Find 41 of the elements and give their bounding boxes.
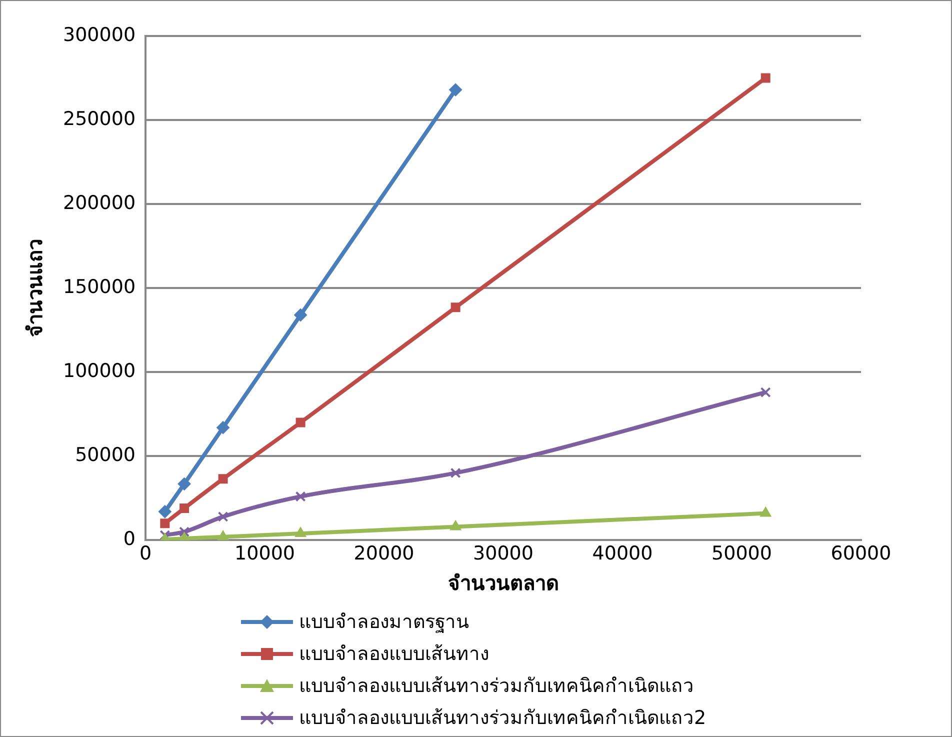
y-tick-label: 300000 — [63, 24, 136, 46]
point — [178, 477, 191, 490]
point — [294, 308, 308, 322]
x-tick-label: 30000 — [473, 542, 534, 565]
point — [218, 511, 228, 522]
point — [216, 421, 230, 434]
legend-label: แบบจำลองแบบเส้นทางร่วมกับเทคนิคกำเนิดแถว — [299, 674, 694, 699]
legend-label: แบบจำลองมาตรฐาน — [299, 610, 469, 635]
y-tick-label: 200000 — [63, 192, 136, 214]
point — [450, 302, 460, 312]
point — [180, 504, 190, 514]
point — [760, 506, 772, 517]
x-axis-title: จำนวนตลาด — [448, 571, 559, 596]
point — [295, 491, 306, 502]
point — [449, 83, 462, 96]
legend-label: แบบจำลองแบบเส้นทาง — [299, 642, 489, 667]
x-tick-label: 40000 — [592, 542, 653, 565]
point — [160, 530, 170, 540]
point — [218, 474, 228, 484]
point — [158, 505, 172, 518]
x-tick-label: 10000 — [234, 542, 295, 565]
y-tick-label: 100000 — [63, 360, 136, 382]
x-tick-label: 50000 — [712, 542, 772, 565]
y-tick-label: 0 — [123, 528, 136, 550]
point — [294, 526, 306, 537]
x-tick-label: 60000 — [830, 542, 892, 565]
x-tick-label: 20000 — [354, 542, 414, 565]
point — [450, 520, 462, 530]
y-tick-label: 250000 — [63, 108, 136, 130]
point — [296, 418, 306, 428]
point — [160, 518, 170, 528]
legend-label: แบบจำลองแบบเส้นทางร่วมกับเทคนิคกำเนิดแถว2 — [299, 706, 706, 731]
y-tick-label: 50000 — [75, 444, 136, 466]
point — [217, 530, 229, 540]
y-axis-title: จำนวนแถว — [23, 239, 48, 338]
point — [179, 526, 190, 538]
y-tick-label: 150000 — [63, 276, 136, 298]
x-tick-label: 0 — [139, 542, 152, 565]
point — [760, 73, 770, 83]
point — [450, 468, 461, 478]
point — [760, 387, 771, 398]
